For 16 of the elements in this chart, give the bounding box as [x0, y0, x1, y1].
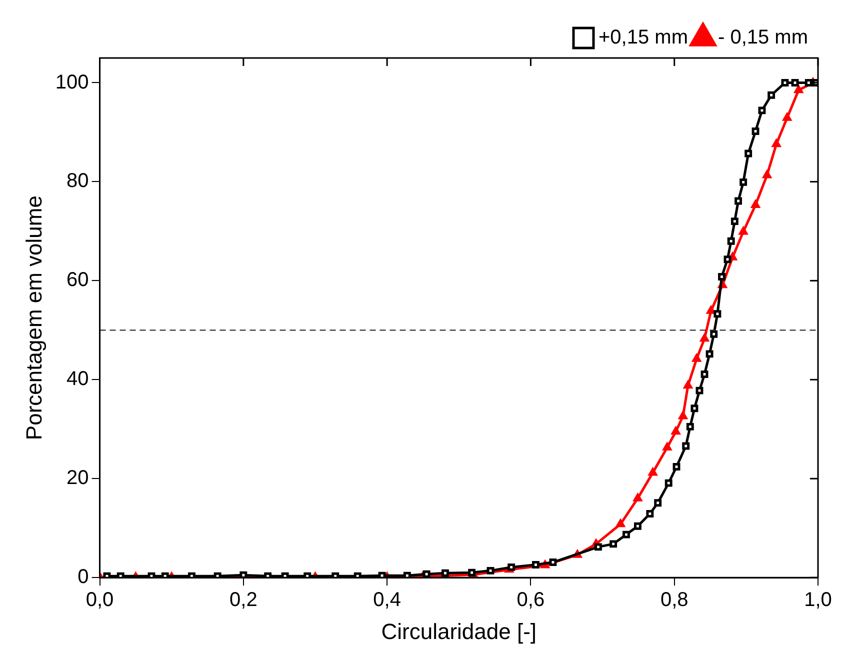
- x-tick-label: 0,6: [516, 589, 545, 612]
- y-tick-label: 40: [66, 368, 89, 390]
- y-tick-label: 100: [55, 71, 89, 94]
- y-tick-label: 60: [66, 269, 89, 292]
- x-tick-label: 0,2: [230, 589, 258, 612]
- x-axis-title: Circularidade [-]: [381, 618, 537, 644]
- legend-label: +0,15 mm: [598, 26, 688, 49]
- y-tick-label: 80: [66, 170, 89, 192]
- x-tick-label: 1,0: [804, 589, 832, 612]
- y-tick-label: 20: [66, 467, 89, 490]
- y-axis-title: Porcentagem em volume: [21, 196, 46, 440]
- y-tick-label: 0: [78, 566, 89, 588]
- x-tick-label: 0,0: [86, 589, 114, 612]
- x-tick-label: 0,4: [373, 589, 401, 612]
- x-tick-label: 0,8: [660, 589, 688, 612]
- legend-label: - 0,15 mm: [718, 26, 808, 49]
